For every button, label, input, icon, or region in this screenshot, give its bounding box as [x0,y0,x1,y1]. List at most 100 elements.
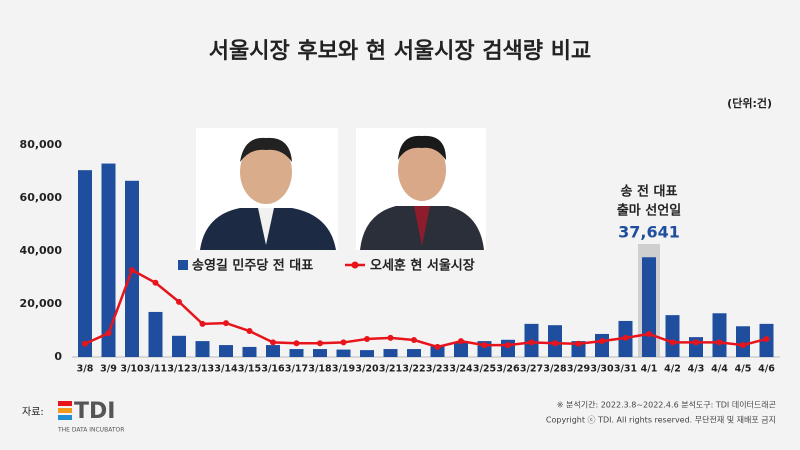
chart-title: 서울시장 후보와 현 서울시장 검색량 비교 [209,39,591,64]
x-tick-label: 4/4 [711,364,728,375]
line-point [129,267,135,274]
bar [736,326,750,357]
x-tick-label: 3/13 [191,364,214,375]
y-tick-label: 40,000 [20,244,63,257]
x-tick-label: 3/12 [167,364,190,375]
x-tick-label: 3/25 [473,364,496,375]
line-point [763,335,770,342]
x-tick-label: 3/20 [355,364,379,375]
x-tick-label: 3/24 [449,364,473,375]
line-point [622,334,629,341]
x-tick-label: 3/30 [590,364,614,375]
logo-subtitle: THE DATA INCUBATOR [57,427,124,434]
bar [289,349,304,357]
line-point [387,334,394,341]
y-tick-label: 0 [54,350,62,363]
bar [360,350,374,357]
bar [172,335,186,357]
legend-swatch [178,260,188,270]
x-tick-label: 4/5 [735,364,752,375]
line-point [458,338,464,345]
bar [78,170,92,357]
y-tick-label: 20,000 [20,297,63,310]
logo-mark [58,415,72,420]
line-point [364,335,370,342]
bar [101,163,116,357]
logo: TDI [74,399,115,424]
x-tick-label: 3/31 [614,364,637,375]
line-point [505,342,511,349]
line-point [317,340,323,347]
line-point [270,339,276,346]
x-tick-label: 3/22 [402,364,425,375]
bar [313,349,327,357]
bar [571,341,586,357]
line-point [646,330,652,337]
line-point [575,340,582,347]
bar [336,349,351,357]
legend-label: 오세훈 현 서울시장 [370,258,475,274]
value-label: 37,641 [618,223,680,242]
x-tick-label: 3/18 [308,364,332,375]
x-tick-label: 3/29 [567,364,590,375]
y-tick-label: 80,000 [20,138,63,151]
x-tick-label: 3/8 [77,364,94,375]
x-tick-label: 3/23 [426,364,449,375]
line-point [223,320,229,327]
x-tick-label: 3/27 [520,364,543,375]
footnote: ※ 분석기간: 2022.3.8~2022.4.6 분석도구: TDI 데이터드… [557,400,776,410]
x-tick-label: 3/17 [285,364,308,375]
line-point [434,343,441,350]
line-point [176,298,182,305]
line-point [740,342,746,349]
line-point [340,339,347,346]
bar [454,342,468,357]
line-point [528,339,535,346]
line-point [293,340,300,347]
x-tick-label: 3/15 [238,364,261,375]
line-point [105,330,112,337]
unit-label: (단위:건) [727,96,772,110]
line [84,268,767,349]
legend-label: 송영길 민주당 전 대표 [192,258,313,274]
x-tick-label: 3/19 [332,364,355,375]
x-tick-label: 4/6 [758,364,775,375]
line-point [599,338,605,345]
bar [407,349,421,357]
bar [642,257,656,357]
line-point [411,337,417,344]
legend-swatch [351,261,359,269]
line-point [669,339,676,346]
logo-mark [58,401,72,406]
line-point [199,320,206,327]
x-tick-label: 4/2 [664,364,681,375]
line-point [82,340,88,347]
annotation: 출마 선언일 [617,203,681,219]
x-tick-label: 3/16 [261,364,285,375]
bar [266,345,280,357]
bar [430,346,445,357]
logo-mark [58,408,72,413]
x-tick-label: 3/9 [100,364,117,375]
bar [242,346,257,357]
bar [219,345,233,357]
line-point [481,342,488,349]
bar [665,315,680,357]
x-tick-label: 3/14 [214,364,238,375]
line-point [152,279,159,286]
x-tick-label: 3/26 [496,364,520,375]
x-tick-label: 4/3 [688,364,705,375]
bar [383,349,398,357]
x-tick-label: 4/1 [641,364,658,375]
x-tick-label: 3/11 [144,364,167,375]
line-point [552,340,558,347]
y-tick-label: 60,000 [20,191,63,204]
line-point [693,339,699,346]
source-label: 자료: [22,406,44,418]
photo-2 [356,128,486,250]
annotation: 송 전 대표 [621,184,678,200]
x-tick-label: 3/28 [543,364,567,375]
bar [712,313,727,357]
x-tick-label: 3/10 [120,364,144,375]
